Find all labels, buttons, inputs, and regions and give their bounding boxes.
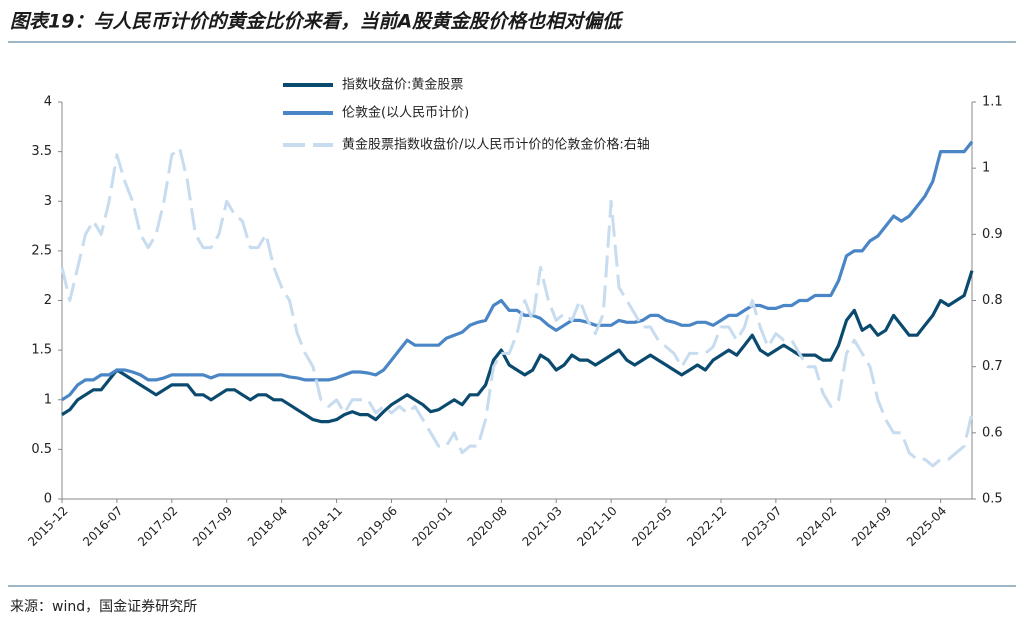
x-tick-label: 2023-07 [739, 504, 784, 549]
y2-tick-label: 1.1 [982, 95, 1003, 110]
y2-tick-label: 0.7 [982, 359, 1003, 374]
x-tick-label: 2016-07 [80, 504, 125, 549]
x-tick-label: 2020-08 [465, 504, 510, 549]
x-tick-label: 2024-09 [849, 504, 894, 549]
y-tick-label: 3.5 [31, 144, 52, 159]
x-tick-label: 2021-10 [574, 504, 619, 549]
x-tick-label: 2017-09 [190, 504, 235, 549]
source: 来源：wind，国金证券研究所 [10, 599, 197, 615]
chart-title: 图表19：与人民币计价的黄金比价来看，当前A股黄金股价格也相对偏低 [10, 11, 624, 33]
y-tick-label: 4 [44, 95, 52, 110]
x-tick-label: 2017-02 [135, 504, 180, 549]
x-tick-label: 2025-04 [904, 504, 949, 549]
legend-label: 伦敦金(以人民币计价) [342, 105, 469, 121]
x-tick-label: 2022-12 [684, 504, 729, 549]
x-tick-label: 2019-06 [355, 504, 400, 549]
y-tick-label: 0.5 [31, 442, 52, 457]
x-tick-label: 2021-03 [519, 504, 564, 549]
x-tick-label: 2020-01 [410, 504, 455, 549]
y-tick-label: 2.5 [31, 243, 52, 258]
y2-tick-label: 0.8 [982, 293, 1003, 308]
legend-label: 黄金股票指数收盘价/以人民币计价的伦敦金价格:右轴 [342, 137, 650, 153]
x-tick-label: 2018-11 [300, 504, 345, 549]
y2-tick-label: 0.6 [982, 425, 1003, 440]
x-tick-label: 2015-12 [25, 504, 70, 549]
x-tick-label: 2018-04 [245, 504, 290, 549]
y-tick-label: 2 [44, 293, 52, 308]
y2-tick-label: 1 [982, 161, 990, 176]
series-line [60, 146, 974, 468]
x-tick-label: 2022-05 [629, 504, 674, 549]
y-tick-label: 1 [44, 392, 52, 407]
y2-tick-label: 0.9 [982, 227, 1003, 242]
y2-tick-label: 0.5 [982, 492, 1003, 507]
y-tick-label: 0 [44, 492, 52, 507]
y-tick-label: 1.5 [31, 343, 52, 358]
y-tick-label: 3 [44, 194, 52, 209]
legend-label: 指数收盘价:黄金股票 [342, 77, 463, 93]
series-line [61, 140, 974, 402]
series-line [61, 270, 974, 424]
x-tick-label: 2024-02 [794, 504, 839, 549]
